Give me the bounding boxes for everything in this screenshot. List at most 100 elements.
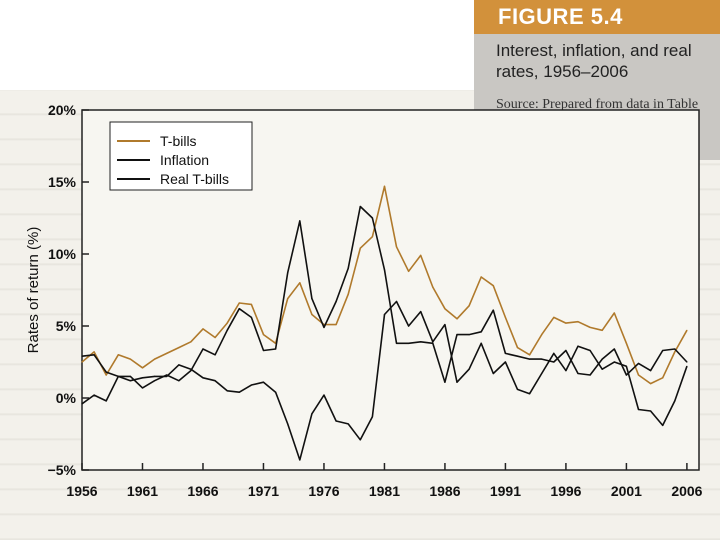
data-point [565,349,567,352]
data-point [226,329,228,331]
data-point [637,374,640,376]
data-point [141,377,144,379]
figure-title: Interest, inflation, and real rates, 195… [496,41,692,81]
data-point [589,349,591,352]
data-point [190,341,192,343]
data-point [238,391,240,393]
data-point [456,334,458,336]
data-point [408,270,410,272]
data-point [625,342,628,344]
x-tick-label: 1971 [248,483,279,499]
data-point [492,285,494,287]
data-point [166,375,168,377]
data-point [262,381,265,383]
data-point [129,380,131,382]
data-point [238,302,240,304]
data-point [129,358,131,360]
data-point [601,358,603,360]
data-point [129,375,131,377]
data-point [420,311,422,313]
x-tick-label: 1961 [127,483,158,499]
data-point [650,370,652,372]
data-point [637,408,640,411]
data-point [444,308,446,310]
data-point [299,459,301,461]
data-point [335,300,337,303]
data-point [311,413,313,415]
data-point [516,355,519,357]
x-tick-label: 2006 [671,483,702,499]
data-point [262,349,265,352]
legend: T-bills Inflation Real T-bills [109,121,253,191]
data-point [383,269,386,271]
data-point [432,341,434,343]
data-point [371,236,373,238]
data-point [274,391,277,393]
data-point [541,372,543,375]
data-point [529,358,531,360]
data-point [81,403,83,405]
data-point [553,361,555,363]
data-point [153,380,156,382]
data-point [117,354,119,356]
data-point [650,410,652,412]
data-point [408,325,410,327]
data-point [202,348,204,350]
data-point [420,254,422,257]
data-point [383,313,386,316]
data-point [504,361,507,363]
x-tick-label: 1986 [429,483,460,499]
legend-label-inflation: Inflation [160,152,209,168]
data-point [662,377,664,379]
data-point [178,364,180,366]
data-point [529,354,531,356]
data-point [323,394,325,396]
data-point [601,329,603,331]
data-point [577,321,579,323]
data-point [674,351,676,353]
legend-label-tbills: T-bills [160,133,197,149]
data-point [226,322,228,324]
data-point [371,416,373,418]
data-point [299,220,301,222]
y-tick-label: −5% [48,462,77,478]
data-point [347,293,349,295]
data-point [105,400,107,402]
x-tick-label: 2001 [611,483,642,499]
data-point [686,329,688,331]
data-point [589,326,591,329]
data-point [274,348,277,350]
data-point [141,387,144,389]
data-point [480,342,482,344]
data-point [347,267,349,269]
data-point [625,374,628,376]
data-point [311,298,313,300]
data-point [226,390,228,392]
data-point [323,326,325,329]
y-tick-label: 5% [56,318,77,334]
x-tick-label: 1981 [369,483,400,499]
data-point [662,349,664,352]
data-point [105,374,107,376]
data-point [250,316,252,318]
data-point [153,358,156,360]
data-point [408,342,410,344]
data-point [553,316,555,318]
x-tick-label: 1996 [550,483,581,499]
data-point [601,368,603,370]
data-point [577,345,579,347]
x-tick-label: 1991 [490,483,521,499]
figure-label: FIGURE 5.4 [498,4,623,29]
data-point [589,374,591,376]
y-tick-label: 0% [56,390,77,406]
data-point [287,272,289,274]
data-point [432,342,434,344]
data-point [105,371,107,373]
data-point [637,362,640,365]
data-point [468,334,470,336]
data-point [662,424,664,426]
data-point [214,380,216,382]
axis-ticks: −5% 0% 5% 10% 15% 20% 1956 1961 1966 1971 1976 1981… [48,102,703,499]
data-point [492,372,494,375]
